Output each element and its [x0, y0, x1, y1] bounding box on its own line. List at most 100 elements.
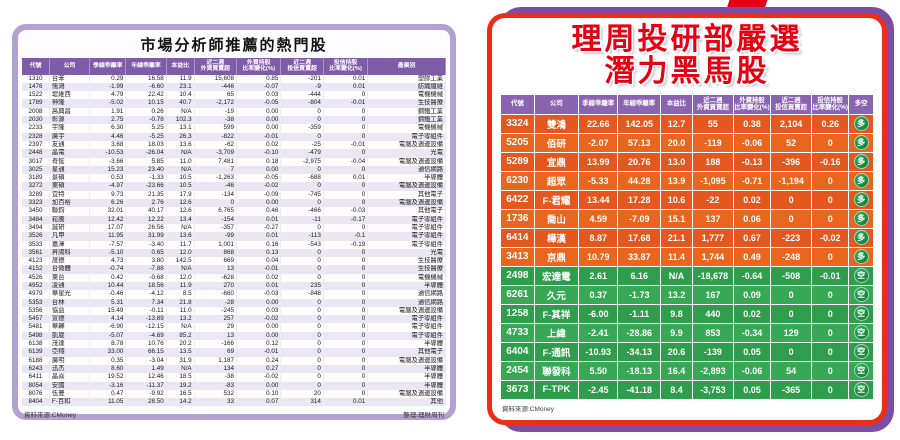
column-header: 近二週 投信買賣超: [770, 93, 813, 115]
table-header-row: 代號 公司 季線乖離率 年線乖離率 本益比 近二週 外資買賣超 外資持股 比率變化(%) 近二…: [500, 93, 874, 115]
table-row: 3272 東碩 -4.97 -23.66 10.5 -46 -0.02 0 0 電腦及週邊設備: [22, 182, 446, 191]
table-row: 6188 廣明 0.35 -3.04 31.9 1,187 0.24 0 0 電腦及週邊設備: [22, 356, 446, 365]
column-header: 年線乖離率: [125, 58, 167, 75]
column-header: 外資持股 比率變化(%): [732, 93, 772, 115]
table-row: 5457 宣德 4.14 -13.89 13.2 257 -0.02 0 0 電子零組件: [22, 315, 446, 324]
column-header: 本益比: [166, 58, 195, 75]
left-credit: 整理:理財周刊: [403, 412, 444, 420]
sentiment-badge: 多: [853, 154, 869, 170]
table-row: 5498 凱崴 -5.07 -4.69 85.2 13 0.00 0 0 電子零組件: [22, 331, 446, 341]
table-row: 6261 久元 0.37 -1.73 13.2 167 0.09 0 0 空: [500, 284, 874, 305]
table-row: 2008 高興昌 1.91 0.26 N/A -19 0.00 0 0 鋼鐵工業: [22, 107, 446, 117]
table-row: 4733 上緯 -2.41 -28.86 9.9 853 -0.34 129 0 空: [500, 322, 874, 343]
hot-stocks-panel: 市場分析師推薦的熱門股 代號 公司 季線乖離率 年線乖離率 本益比 近二週 外資買賣超 外資…: [12, 24, 456, 420]
sentiment-badge: 空: [853, 287, 869, 303]
column-header: 季線乖離率: [578, 93, 619, 115]
table-row: 3289 宜特 9.73 21.35 17.9 -134 -0.09 -745 0 其他電子: [22, 190, 446, 200]
column-header: 多空: [848, 93, 874, 115]
table-row: 2397 友通 3.68 18.03 13.6 -62 0.02 -25 -0.01 電腦及週邊設…: [22, 140, 446, 150]
sentiment-badge: 空: [853, 306, 869, 322]
table-row: 3494 誠研 17.07 26.56 N/A -357 -0.27 0 0 電子零組件: [22, 223, 446, 233]
right-footer: 資料來源:CMoney: [500, 400, 874, 413]
left-source: 資料來源:CMoney: [24, 412, 77, 420]
table-row: 6414 樺漢 8.87 17.68 21.1 1,777 0.67 -223 -0.02 多: [500, 227, 874, 248]
left-footer: 資料來源:CMoney 整理:理財周刊: [22, 406, 446, 419]
table-row: 3323 加百裕 6.26 2.76 12.6 0 0.00 0 0 電腦及週邊設備: [22, 199, 446, 208]
sentiment-badge: 多: [853, 135, 869, 151]
table-row: 1789 神隆 -5.02 10.15 40.7 -2,172 -0.05 -804 -0.01…: [22, 99, 446, 108]
table-row: 6404 F-通訊 -10.93 -34.13 20.6 -139 0.05 0 0 空: [500, 341, 874, 362]
column-header: 代號: [500, 93, 535, 115]
table-row: 3526 凡甲 11.95 31.99 13.6 -99 0.01 -113 -0.1 電子零組件: [22, 232, 446, 241]
column-header: 近二週 外資買賣超: [194, 58, 237, 75]
right-source: 資料來源:CMoney: [502, 405, 555, 413]
table-row: 6411 晶焱 19.52 12.46 18.5 -38 -0.02 0 0 半導體: [22, 373, 446, 382]
sentiment-badge: 空: [853, 344, 869, 360]
table-row: 8054 安國 -3.16 -11.37 19.2 -83 0.00 0 0 半導體: [22, 381, 446, 390]
column-header: 公司: [49, 58, 91, 75]
table-row: 3561 昇陽科 -5.10 0.65 12.0 868 0.13 0 0 光電: [22, 248, 446, 258]
table-row: 6138 茂達 8.78 10.76 20.2 -166 0.12 0 0 半導體: [22, 340, 446, 349]
left-panel-title: 市場分析師推薦的熱門股: [140, 37, 328, 54]
table-row: 2233 宇隆 6.30 5.25 13.1 599 0.00 -359 0 電機機械: [22, 124, 446, 133]
column-header: 年線乖離率: [617, 93, 662, 115]
table-row: 2448 晶電 -10.53 -26.04 N/A -3,709 -0.10 -479 0 光電: [22, 149, 446, 158]
sentiment-badge: 多: [853, 211, 869, 227]
table-row: 8076 伍豐 0.47 -9.92 16.5 532 0.10 20 0 電腦及週邊設備: [22, 389, 446, 399]
table-row: 6230 超眾 -5.33 44.28 13.9 -1,095 -0.71 -1,194 0 多: [500, 170, 874, 191]
table-row: 1310 台苯 0.29 16.58 11.9 15,608 0.85 -201 0.01 塑膠工…: [22, 74, 446, 83]
table-row: 2498 宏達電 2.61 6.16 N/A -18,678 -0.64 -508 -0.01 空: [500, 265, 874, 286]
column-header: 外資持股 比率變化(%): [236, 58, 282, 75]
table-row: 6422 F-君耀 13.44 17.28 10.6 -22 0.02 0 0 多: [500, 189, 874, 210]
table-row: 3324 雙鴻 22.66 142.05 12.7 55 0.38 2,104 0.26 多: [500, 113, 874, 134]
table-row: 1522 堤維西 4.79 22.42 10.4 65 0.03 -444 0 電機機械: [22, 91, 446, 100]
sentiment-badge: 多: [853, 192, 869, 208]
table-row: 5353 台林 5.31 7.34 21.8 -28 0.00 0 0 通信網路: [22, 298, 446, 307]
table-row: 6243 迅杰 8.60 1.49 N/A 134 0.27 0 0 半導體: [22, 364, 446, 374]
table-row: 3673 F-TPK -2.45 -41.18 8.4 -3,753 0.05 -365 0 空: [500, 379, 874, 400]
table-row: 3450 聯鈞 32.01 40.17 12.6 6,765 0.46 -466 -0.03 其他…: [22, 207, 446, 216]
column-header: 投信持股 比率變化(%): [323, 58, 369, 75]
table-row: 5481 華韡 -6.90 -12.15 N/A 29 0.00 0 0 電子零組件: [22, 323, 446, 332]
table-row: 4979 華星光 -0.46 -4.12 8.5 -660 -0.03 -848 0 通信網路: [22, 290, 446, 299]
sentiment-badge: 空: [853, 268, 869, 284]
column-header: 公司: [533, 93, 580, 115]
table-row: 1258 F-其祥 -6.00 -1.11 9.8 440 0.02 0 0 空: [500, 303, 874, 324]
sentiment-badge: 多: [853, 230, 869, 246]
table-row: 3189 景碩 0.53 -1.33 10.5 -1,263 -0.05 -688 0.01 半導…: [22, 174, 446, 183]
table-row: 6139 亞翔 33.00 66.15 13.5 69 -0.01 0 0 其他電子: [22, 348, 446, 357]
table-row: 3413 京鼎 10.79 33.87 11.4 1,744 0.49 -248 0 多: [500, 246, 874, 267]
right-panel-title: 理周投研部嚴選 潛力黑馬股: [500, 24, 874, 88]
table-row: 4526 東台 0.42 -0.68 12.0 -628 0.02 0 0 電機機械: [22, 273, 446, 282]
table-row: 1736 喬山 4.59 -7.09 15.1 137 0.06 0 0 多: [500, 208, 874, 229]
sentiment-badge: 多: [853, 116, 869, 132]
hot-stocks-table: 代號 公司 季線乖離率 年線乖離率 本益比 近二週 外資買賣超 外資持股 比率變化(%) 近二…: [22, 58, 446, 407]
table-row: 5205 佰研 -2.07 57.13 20.0 -119 -0.06 52 0 多: [500, 132, 874, 153]
table-row: 1476 儒鴻 -1.99 -6.60 23.1 -446 -0.07 -9 0.01 紡織纖維: [22, 82, 446, 92]
column-header: 投信持股 比率變化(%): [811, 93, 850, 115]
table-row: 3017 奇鋐 -3.66 5.85 11.0 7,481 0.18 -2,975 -0.04 電…: [22, 157, 446, 166]
table-row: 4952 凌通 10.44 18.56 11.9 270 0.01 235 0 半導體: [22, 281, 446, 291]
table-row: 4123 晟德 4.73 3.80 142.5 669 0.04 0 0 生技醫療: [22, 257, 446, 266]
panel-frame: 理周投研部嚴選 潛力黑馬股 代號 公司 季線乖離率 年線乖離率 本益比 近二週 外資買賣超…: [487, 13, 887, 425]
column-header: 近二週 外資買賣超: [691, 93, 734, 115]
table-header-row: 代號 公司 季線乖離率 年線乖離率 本益比 近二週 外資買賣超 外資持股 比率變化(%) 近二…: [22, 58, 446, 75]
table-row: 8404 F-百和 11.05 28.50 14.2 33 0.07 314 0.01 其他: [22, 398, 446, 407]
table-row: 3025 星通 15.23 23.40 N/A 7 0.00 0 0 通信網路: [22, 165, 446, 175]
column-header: 季線乖離率: [89, 58, 127, 75]
column-header: 代號: [22, 58, 50, 75]
column-header: 產業別: [367, 58, 446, 75]
table-row: 3533 嘉澤 -7.57 -3.40 11.7 1,001 0.16 -543 -0.19 電子…: [22, 240, 446, 249]
table-row: 5289 宜鼎 13.99 20.76 13.0 188 -0.13 -396 -0.16 多: [500, 151, 874, 172]
column-header: 近二週 投信買賣超: [280, 58, 324, 75]
right-title-line1: 理周投研部嚴選: [571, 23, 803, 56]
sentiment-badge: 多: [853, 173, 869, 189]
table-row: 4152 台微體 -0.74 -7.88 N/A 13 -0.01 0 0 生技醫療: [22, 265, 446, 274]
sentiment-badge: 空: [853, 382, 869, 398]
right-title-line2: 潛力黑馬股: [604, 54, 770, 88]
dark-horse-panel: 理周投研部嚴選 潛力黑馬股 代號 公司 季線乖離率 年線乖離率 本益比 近二週 外資買賣超…: [487, 7, 894, 432]
sentiment-badge: 空: [853, 363, 869, 379]
column-header: 本益比: [660, 93, 693, 115]
table-row: 3484 崧騰 12.42 12.22 13.4 -154 0.01 -11 -0.17 電子零組…: [22, 215, 446, 224]
sentiment-badge: 空: [853, 325, 869, 341]
